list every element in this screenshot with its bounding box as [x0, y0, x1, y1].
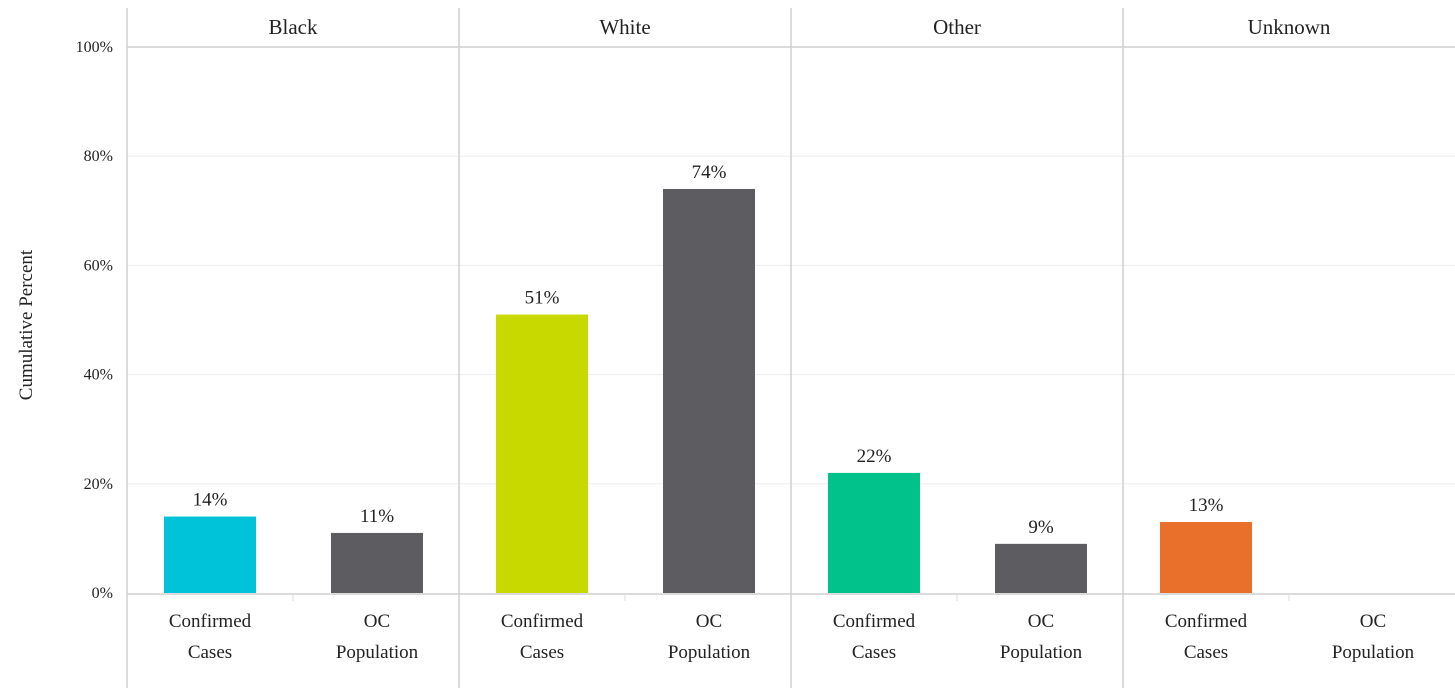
- category-label: Confirmed: [169, 611, 252, 632]
- panel-title: Unknown: [1248, 15, 1331, 39]
- bar: [1160, 522, 1252, 593]
- category-label: OC: [696, 611, 722, 632]
- y-tick-label: 80%: [84, 148, 113, 165]
- bar: [496, 314, 588, 593]
- data-label: 74%: [692, 162, 727, 183]
- category-label: Confirmed: [833, 611, 916, 632]
- category-label: Cases: [852, 642, 896, 663]
- panel-title: Other: [933, 15, 981, 39]
- category-label: Population: [336, 642, 419, 663]
- bar: [828, 472, 920, 593]
- category-label: Population: [1332, 642, 1415, 663]
- category-label: Population: [668, 642, 751, 663]
- y-axis-label: Cumulative Percent: [16, 249, 37, 400]
- category-label: Population: [1000, 642, 1083, 663]
- data-label: 11%: [360, 506, 394, 527]
- panel-title: White: [599, 15, 650, 39]
- data-label: 51%: [525, 288, 560, 309]
- category-label: OC: [1360, 611, 1386, 632]
- data-label: 22%: [857, 446, 892, 467]
- y-tick-label: 40%: [84, 367, 113, 384]
- category-label: Cases: [1184, 642, 1228, 663]
- bar: [995, 543, 1087, 593]
- y-tick-label: 20%: [84, 476, 113, 493]
- category-label: Confirmed: [1165, 611, 1248, 632]
- category-label: Cases: [520, 642, 564, 663]
- bar: [663, 188, 755, 593]
- y-tick-label: 100%: [76, 39, 113, 56]
- data-label: 9%: [1028, 517, 1054, 538]
- y-tick-label: 60%: [84, 257, 113, 274]
- category-label: OC: [364, 611, 390, 632]
- panel-title: Black: [269, 15, 318, 39]
- category-label: Cases: [188, 642, 232, 663]
- bar: [331, 532, 423, 593]
- bar: [164, 516, 256, 593]
- category-label: Confirmed: [501, 611, 584, 632]
- category-label: OC: [1028, 611, 1054, 632]
- data-label: 14%: [193, 490, 228, 511]
- y-tick-label: 0%: [92, 585, 113, 602]
- data-label: 13%: [1189, 495, 1224, 516]
